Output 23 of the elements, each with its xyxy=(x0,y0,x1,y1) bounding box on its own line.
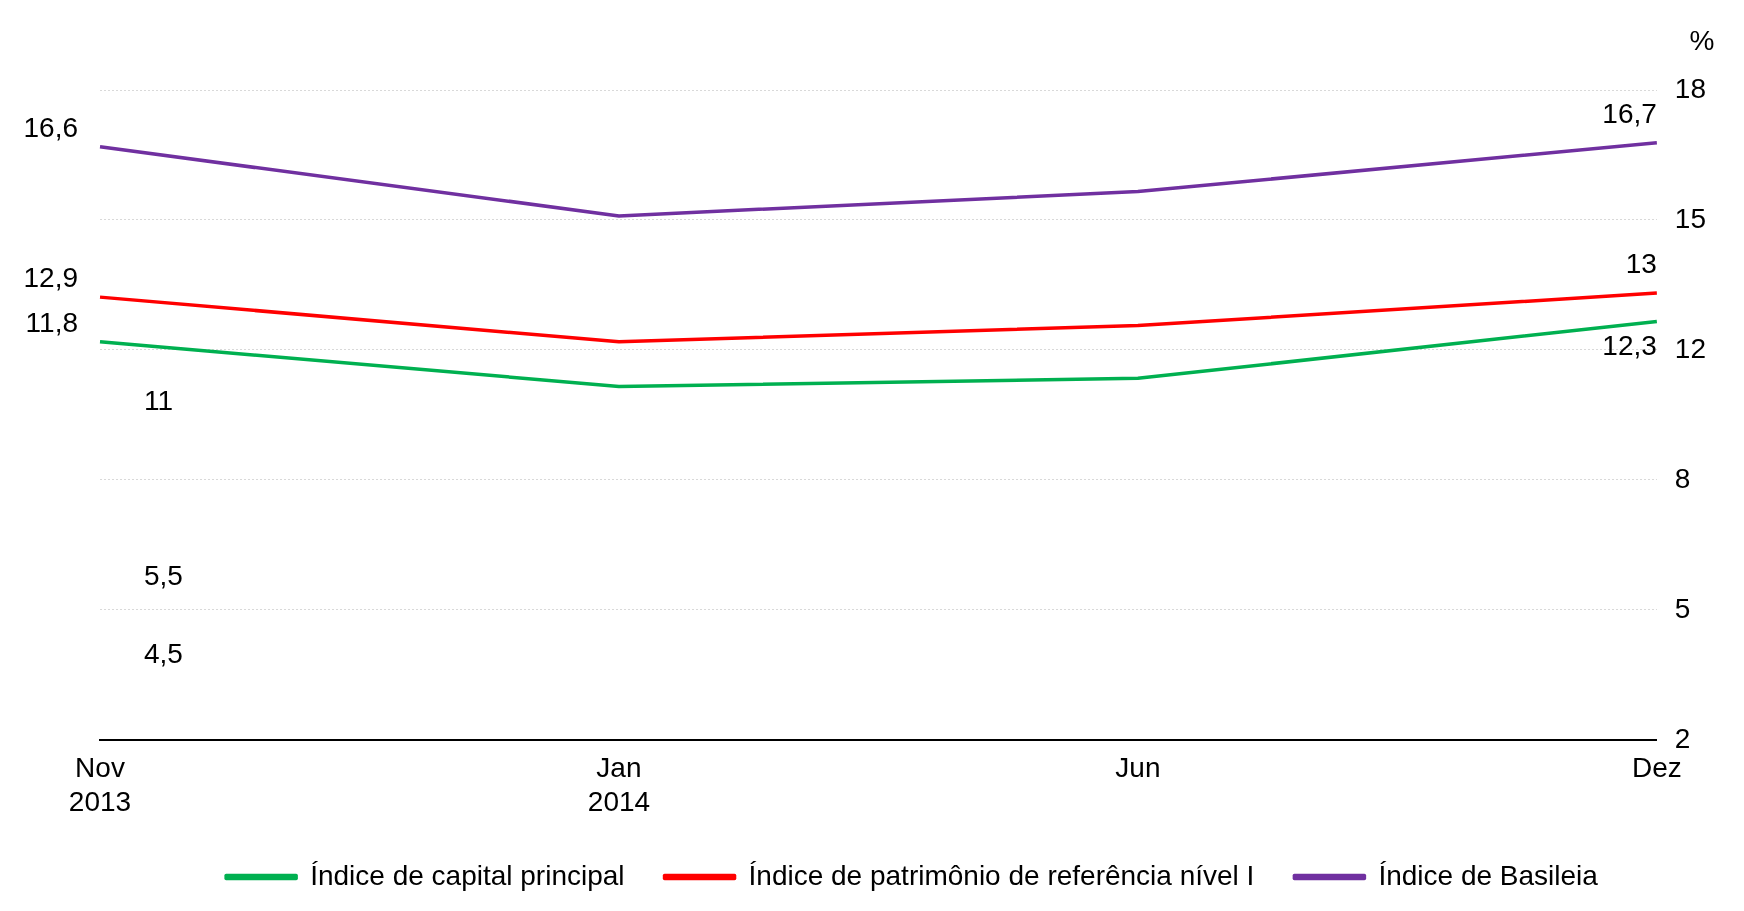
y-tick-label: 15 xyxy=(1674,202,1707,234)
y-tick-label: 5 xyxy=(1674,592,1691,624)
y-tick-label: 12 xyxy=(1674,332,1707,364)
legend-label: Índice de Basileia xyxy=(1378,859,1599,891)
annotation: 11 xyxy=(144,384,174,416)
x-tick-label: Dez xyxy=(1631,752,1682,784)
x-tick-label: Nov 2013 xyxy=(68,752,132,817)
data-label: 13 xyxy=(1625,247,1657,279)
data-label: 16,7 xyxy=(1602,97,1657,129)
y-axis-title: % xyxy=(1689,24,1715,56)
legend-label: Índice de patrimônio de referência nível I xyxy=(748,859,1255,891)
annotation: 4,5 xyxy=(144,638,183,670)
y-tick-label: 2 xyxy=(1674,722,1691,754)
x-tick-label: Jan 2014 xyxy=(587,752,651,817)
data-label: 12,3 xyxy=(1602,330,1657,362)
data-label: 12,9 xyxy=(23,261,78,293)
annotation: 5,5 xyxy=(144,560,183,592)
y-tick-label: 8 xyxy=(1674,462,1691,494)
data-label: 11,8 xyxy=(25,306,78,338)
y-tick-label: 18 xyxy=(1674,72,1707,104)
legend-label: Índice de capital principal xyxy=(310,859,625,891)
data-label: 16,6 xyxy=(23,111,78,143)
x-tick-label: Jun xyxy=(1115,752,1161,784)
